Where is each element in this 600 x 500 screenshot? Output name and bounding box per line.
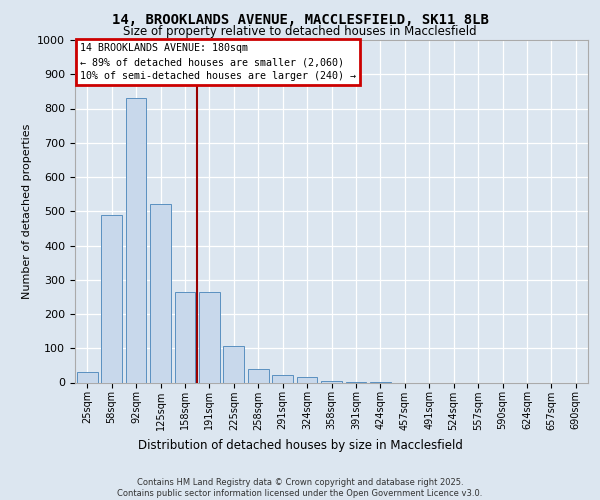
Bar bbox=[101, 214, 122, 382]
Bar bbox=[77, 372, 98, 382]
Bar bbox=[175, 292, 196, 382]
Bar bbox=[150, 204, 171, 382]
Text: Contains HM Land Registry data © Crown copyright and database right 2025.
Contai: Contains HM Land Registry data © Crown c… bbox=[118, 478, 482, 498]
Bar bbox=[199, 292, 220, 382]
Y-axis label: Number of detached properties: Number of detached properties bbox=[22, 124, 32, 299]
Text: 14, BROOKLANDS AVENUE, MACCLESFIELD, SK11 8LB: 14, BROOKLANDS AVENUE, MACCLESFIELD, SK1… bbox=[112, 12, 488, 26]
Bar bbox=[272, 375, 293, 382]
Text: Distribution of detached houses by size in Macclesfield: Distribution of detached houses by size … bbox=[137, 440, 463, 452]
Bar bbox=[321, 381, 342, 382]
Bar bbox=[125, 98, 146, 382]
Text: 14 BROOKLANDS AVENUE: 180sqm
← 89% of detached houses are smaller (2,060)
10% of: 14 BROOKLANDS AVENUE: 180sqm ← 89% of de… bbox=[80, 44, 356, 82]
Bar bbox=[223, 346, 244, 383]
Bar bbox=[248, 369, 269, 382]
Bar bbox=[296, 378, 317, 382]
Text: Size of property relative to detached houses in Macclesfield: Size of property relative to detached ho… bbox=[123, 25, 477, 38]
